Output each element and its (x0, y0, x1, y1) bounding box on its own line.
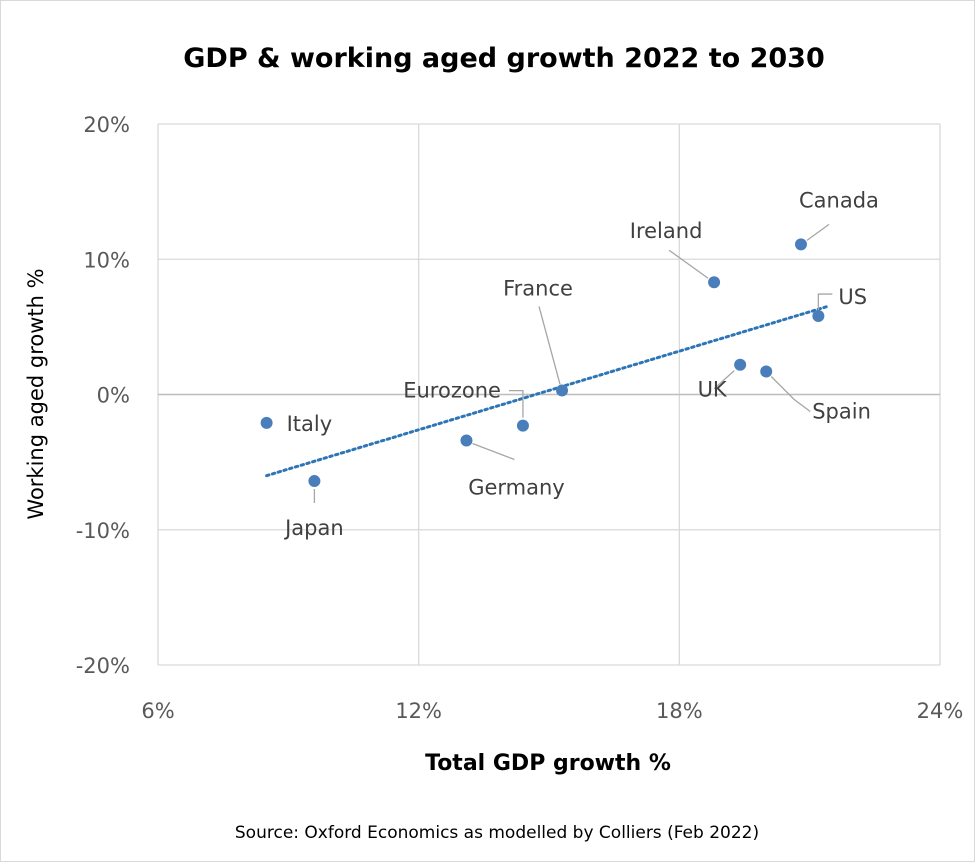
data-label: Canada (799, 188, 879, 212)
x-tick-label: 12% (395, 699, 442, 723)
data-label: Eurozone (403, 379, 501, 403)
trendline-path (265, 305, 829, 478)
x-axis-title: Total GDP growth % (425, 751, 671, 776)
data-point (708, 276, 721, 289)
tick-labels: 6% 12% 18% 24% 20% 10% 0% -10% -20% (76, 113, 964, 723)
leader-line (713, 370, 735, 390)
y-axis-title: Working aged growth % (24, 268, 48, 519)
leader-line (538, 306, 561, 385)
y-tick-label: 10% (83, 248, 130, 272)
data-points (260, 238, 825, 488)
data-point (760, 365, 773, 378)
leader-line (472, 442, 515, 461)
data-label: Japan (283, 516, 344, 540)
data-label: Italy (287, 412, 333, 436)
x-tick-label: 24% (917, 699, 964, 723)
y-tick-label: 0% (97, 384, 130, 408)
y-tick-label: 20% (83, 113, 130, 137)
data-point (794, 238, 807, 251)
y-tick-label: -10% (76, 519, 130, 543)
source-note: Source: Oxford Economics as modelled by … (235, 823, 759, 843)
data-label: UK (698, 378, 728, 402)
leader-lines (313, 223, 833, 504)
data-label: France (503, 276, 573, 300)
data-label: US (838, 285, 867, 309)
data-point (734, 358, 747, 371)
data-point (260, 416, 273, 429)
y-tick-label: -20% (76, 654, 130, 678)
data-label: Germany (468, 475, 565, 499)
data-point (308, 475, 321, 488)
point-labels: Italy Japan Germany Eurozone France Ireland UK… (283, 188, 879, 540)
data-label: Ireland (630, 219, 703, 243)
data-point (812, 310, 825, 323)
data-point (516, 419, 529, 432)
data-label: Spain (812, 400, 871, 424)
leader-line (770, 376, 811, 413)
leader-line (817, 293, 833, 311)
leader-line (508, 389, 524, 418)
leader-line (806, 223, 830, 241)
leader-line (668, 249, 709, 279)
chart-title: GDP & working aged growth 2022 to 2030 (183, 43, 824, 74)
x-tick-label: 18% (656, 699, 703, 723)
data-point (460, 434, 473, 447)
grid-lines (157, 123, 941, 666)
x-tick-label: 6% (141, 699, 174, 723)
trendline (265, 305, 829, 478)
data-point (556, 384, 569, 397)
